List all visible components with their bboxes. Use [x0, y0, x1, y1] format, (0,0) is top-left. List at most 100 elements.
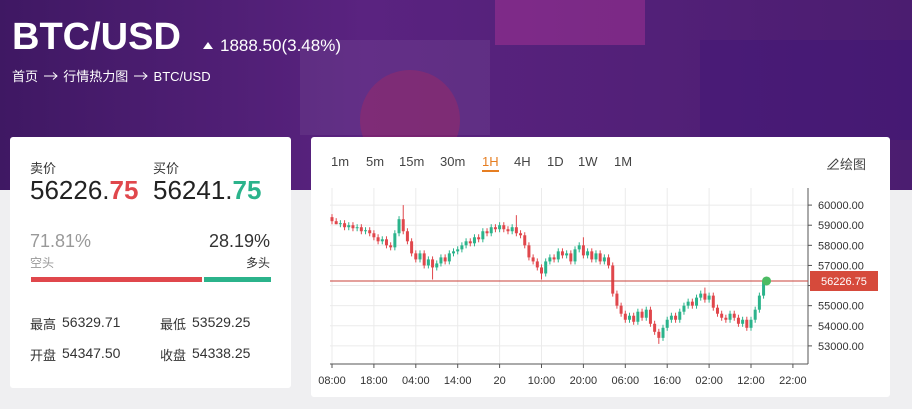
x-tick-label: 18:00	[360, 375, 388, 387]
last-price-dot	[762, 276, 772, 286]
candle-body	[653, 323, 657, 332]
candle-body	[615, 293, 619, 306]
candle-body	[598, 253, 602, 262]
candle-body	[602, 257, 606, 262]
candle-body	[552, 257, 556, 260]
candle-body	[435, 263, 439, 268]
candle-body	[711, 295, 715, 308]
x-tick-label: 06:00	[612, 375, 640, 387]
candle-body	[401, 219, 405, 232]
candle-body	[757, 295, 761, 310]
y-tick-label: 55000.00	[818, 301, 864, 313]
candle-body	[695, 297, 699, 306]
buy-price: 56241.75	[153, 175, 261, 206]
buy-label: 买价	[153, 161, 180, 176]
short-pct: 71.81%	[30, 231, 92, 251]
breadcrumb-link[interactable]: 首页	[12, 69, 39, 84]
y-tick-label: 54000.00	[818, 321, 864, 333]
x-tick-label: 20	[493, 375, 505, 387]
candle-body	[690, 301, 694, 306]
candle-body	[611, 265, 615, 294]
y-tick-label: 60000.00	[818, 200, 864, 212]
candle-body	[657, 331, 661, 338]
breadcrumb-link[interactable]: 行情热力图	[63, 69, 129, 84]
candle-body	[347, 225, 351, 228]
candle-body	[665, 319, 669, 328]
candle-body	[514, 227, 518, 234]
stat-label: 收盘	[160, 348, 187, 363]
candle-body	[548, 257, 552, 262]
interval-button[interactable]: 4H	[514, 154, 531, 169]
candle-body	[590, 251, 594, 260]
interval-button[interactable]: 30m	[440, 154, 466, 169]
x-tick-label: 22:00	[779, 375, 807, 387]
breadcrumb-current: BTC/USD	[153, 69, 211, 84]
candle-body	[720, 313, 724, 318]
draw-button[interactable]: 绘图	[826, 154, 866, 173]
candle-body	[581, 245, 585, 256]
candle-body	[426, 259, 430, 266]
candle-body	[728, 313, 732, 320]
x-tick-label: 04:00	[402, 375, 430, 387]
x-tick-label: 10:00	[528, 375, 556, 387]
banner-deco	[495, 0, 645, 45]
candle-body	[489, 227, 493, 234]
candle-body	[577, 245, 581, 250]
interval-button[interactable]: 1m	[331, 154, 350, 169]
x-tick-label: 14:00	[444, 375, 472, 387]
candle-body	[623, 313, 627, 320]
candle-body	[414, 253, 418, 260]
stat-value: 53529.25	[192, 314, 251, 330]
candle-body	[334, 221, 338, 225]
candle-body	[472, 237, 476, 244]
candle-body	[724, 317, 728, 320]
x-tick-label: 12:00	[737, 375, 765, 387]
sell-int: 56226.	[30, 175, 110, 205]
stat-value: 54338.25	[192, 345, 251, 361]
candle-body	[565, 253, 569, 256]
candle-body	[619, 305, 623, 314]
candle-body	[460, 245, 464, 250]
buy-int: 56241.	[153, 175, 233, 205]
interval-button[interactable]: 1D	[547, 154, 564, 169]
interval-button[interactable]: 5m	[366, 154, 385, 169]
candle-body	[741, 319, 745, 324]
candle-body	[648, 309, 652, 324]
candle-body	[368, 230, 372, 234]
candle-body	[439, 257, 443, 264]
candle-body	[753, 309, 757, 320]
breadcrumb-arrow	[43, 72, 58, 80]
stat-label: 最高	[30, 317, 57, 332]
candle-body	[594, 253, 598, 260]
candle-body	[640, 311, 644, 318]
candle-body	[510, 227, 514, 232]
interval-button[interactable]: 15m	[399, 154, 425, 169]
stat-label: 开盘	[30, 348, 57, 363]
interval-button[interactable]: 1H	[482, 154, 499, 172]
candle-body	[393, 233, 397, 248]
candle-body	[636, 311, 640, 322]
candle-body	[569, 253, 573, 262]
candle-body	[468, 241, 472, 244]
price-tag-label: 56226.75	[821, 276, 867, 288]
candle-body	[523, 235, 527, 246]
candle-body	[535, 261, 539, 268]
candle-body	[481, 231, 485, 240]
candle-body	[422, 253, 426, 266]
candle-body	[519, 233, 523, 236]
candle-body	[703, 293, 707, 300]
interval-button[interactable]: 1W	[578, 154, 598, 169]
price-change: 1888.50(3.48%)	[220, 36, 341, 55]
long-pct: 28.19%	[208, 231, 270, 251]
candle-body	[498, 225, 502, 230]
interval-button[interactable]: 1M	[614, 154, 633, 169]
candle-body	[715, 307, 719, 314]
sentiment-bar	[31, 277, 271, 282]
candle-body	[351, 225, 355, 229]
candle-body	[627, 315, 631, 320]
candle-body	[397, 219, 401, 234]
stat-value: 56329.71	[62, 314, 121, 330]
y-tick-label: 58000.00	[818, 240, 864, 252]
candle-body	[506, 229, 510, 232]
